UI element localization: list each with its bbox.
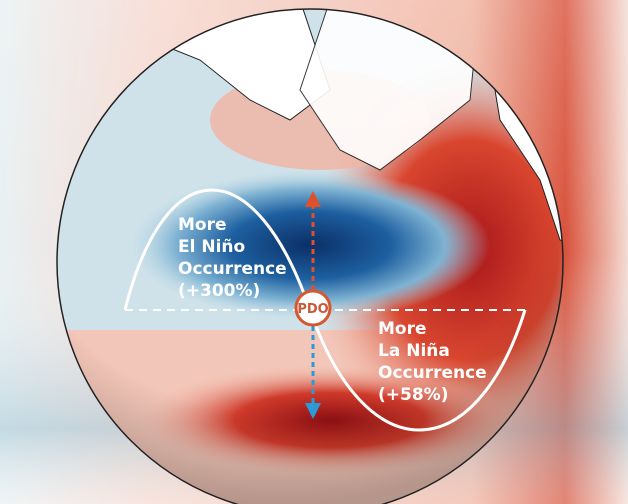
- globe-outline: [56, 8, 564, 504]
- svg-text:More: More: [378, 319, 427, 339]
- la-nina-label: More La Niña Occurrence (+58%): [378, 319, 487, 405]
- svg-text:(+58%): (+58%): [378, 385, 448, 405]
- arrow-up-icon: [305, 191, 321, 207]
- svg-text:Occurrence: Occurrence: [378, 363, 487, 383]
- pdo-badge: [294, 289, 332, 327]
- svg-text:El Niño: El Niño: [178, 237, 245, 257]
- svg-text:Occurrence: Occurrence: [178, 259, 287, 279]
- el-nino-label: More El Niño Occurrence (+300%): [178, 215, 287, 301]
- svg-text:More: More: [178, 215, 227, 235]
- arrow-down-icon: [305, 403, 321, 419]
- svg-text:La Niña: La Niña: [378, 341, 450, 361]
- pdo-label: PDO: [297, 302, 328, 317]
- svg-text:(+300%): (+300%): [178, 281, 260, 301]
